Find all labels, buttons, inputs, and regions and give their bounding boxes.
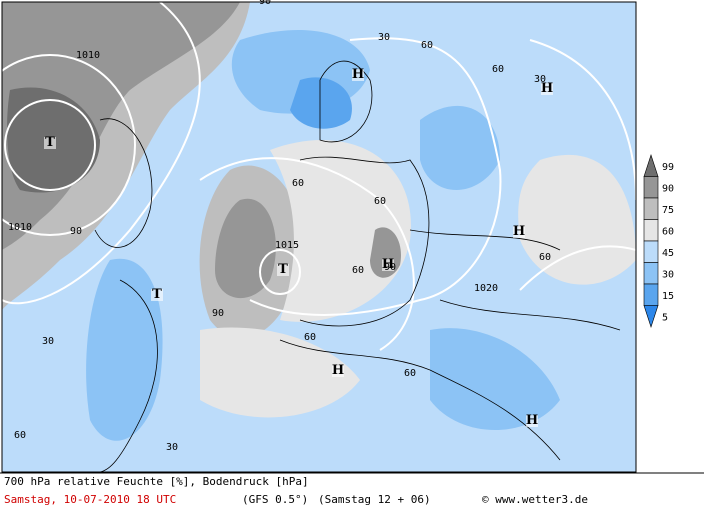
coastline xyxy=(99,279,158,473)
contour-label: 30 xyxy=(534,74,546,85)
map-labels: H H H H H H T T T 1010 1010 1015 1020 90 90 90 90 30 30 30 3… xyxy=(8,0,553,453)
contour-label: 90 xyxy=(259,0,271,7)
label-backdrop xyxy=(526,415,538,427)
contour-label: 60 xyxy=(539,252,551,263)
contour-label: 60 xyxy=(292,178,304,189)
isobar xyxy=(4,99,96,191)
legend-swatch xyxy=(643,219,659,242)
legend-label: 15 xyxy=(662,291,674,302)
footer-title: 700 hPa relative Feuchte [%], Bodendruck… xyxy=(4,475,309,488)
contour-label: 60 xyxy=(404,368,416,379)
contour-label: 90 xyxy=(70,226,82,237)
legend-label: 30 xyxy=(662,269,674,280)
legend-swatch xyxy=(643,197,659,220)
wet-patch xyxy=(290,77,352,129)
legend-swatch xyxy=(643,262,659,285)
legend-swatch xyxy=(643,305,659,328)
contour-label: 1010 xyxy=(8,222,32,233)
pressure-center: H xyxy=(352,67,364,82)
footer-date: Samstag, 10-07-2010 18 UTC xyxy=(4,493,176,506)
humidity-field xyxy=(2,2,636,472)
coastline xyxy=(94,118,153,248)
color-legend: 99 90 75 60 45 30 15 5 xyxy=(643,154,674,328)
legend-label: 99 xyxy=(662,162,674,173)
pressure-center: H xyxy=(526,413,538,428)
legend-swatch xyxy=(643,240,659,263)
legend-swatch xyxy=(643,283,659,306)
contour-label: 60 xyxy=(14,430,26,441)
wet-patch xyxy=(420,105,500,190)
contour-label: 90 xyxy=(212,308,224,319)
contour-label: 1015 xyxy=(275,240,299,251)
label-backdrop xyxy=(352,69,364,81)
contour-label: 60 xyxy=(492,64,504,75)
pressure-center: T xyxy=(278,262,288,277)
contour-label: 60 xyxy=(304,332,316,343)
label-backdrop xyxy=(332,365,344,377)
map-frame xyxy=(1,1,637,473)
isobar xyxy=(199,157,415,351)
contour-label: 90 xyxy=(384,262,396,273)
contour-label: 1010 xyxy=(76,50,100,61)
border xyxy=(409,229,621,331)
wet-patch xyxy=(430,328,560,430)
legend-label: 75 xyxy=(662,205,674,216)
footer-model: (GFS 0.5°) xyxy=(242,493,308,506)
isobar xyxy=(249,37,502,316)
legend-label: 45 xyxy=(662,248,674,259)
legend-swatch xyxy=(643,176,659,199)
dry-patch xyxy=(518,154,636,285)
pressure-center: H xyxy=(513,224,525,239)
contour-label: 30 xyxy=(42,336,54,347)
border xyxy=(279,339,561,461)
pressure-center: T xyxy=(152,287,162,302)
isobars xyxy=(0,1,637,351)
label-backdrop xyxy=(151,289,163,301)
coastline xyxy=(319,60,373,143)
footer-credit: © www.wetter3.de xyxy=(482,493,588,506)
label-backdrop xyxy=(541,83,553,95)
label-backdrop xyxy=(382,259,394,271)
contour-label: 60 xyxy=(374,196,386,207)
pressure-center: H xyxy=(382,257,394,272)
isobar xyxy=(519,245,637,291)
label-backdrop xyxy=(277,264,289,276)
pressure-center: H xyxy=(332,363,344,378)
contour-label: 60 xyxy=(352,265,364,276)
pressure-center: T xyxy=(45,135,55,150)
dry-patch xyxy=(200,327,360,418)
label-backdrop xyxy=(44,137,56,149)
contour-label: 30 xyxy=(378,32,390,43)
contour-label: 60 xyxy=(421,40,433,51)
borders xyxy=(94,60,621,473)
contour-label: 1020 xyxy=(474,283,498,294)
isobar xyxy=(1,1,201,305)
legend-label: 60 xyxy=(662,226,674,237)
dry-patch xyxy=(270,140,411,322)
isobar xyxy=(259,249,301,295)
label-backdrop xyxy=(513,226,525,238)
border xyxy=(299,156,430,327)
isobar xyxy=(0,54,136,236)
footer-run: (Samstag 12 + 06) xyxy=(318,493,431,506)
contour-label: 30 xyxy=(166,442,178,453)
isobar xyxy=(529,39,637,201)
legend-label: 90 xyxy=(662,183,674,194)
pressure-center: H xyxy=(541,81,553,96)
wet-patch xyxy=(86,258,163,441)
legend-label: 5 xyxy=(662,312,668,323)
